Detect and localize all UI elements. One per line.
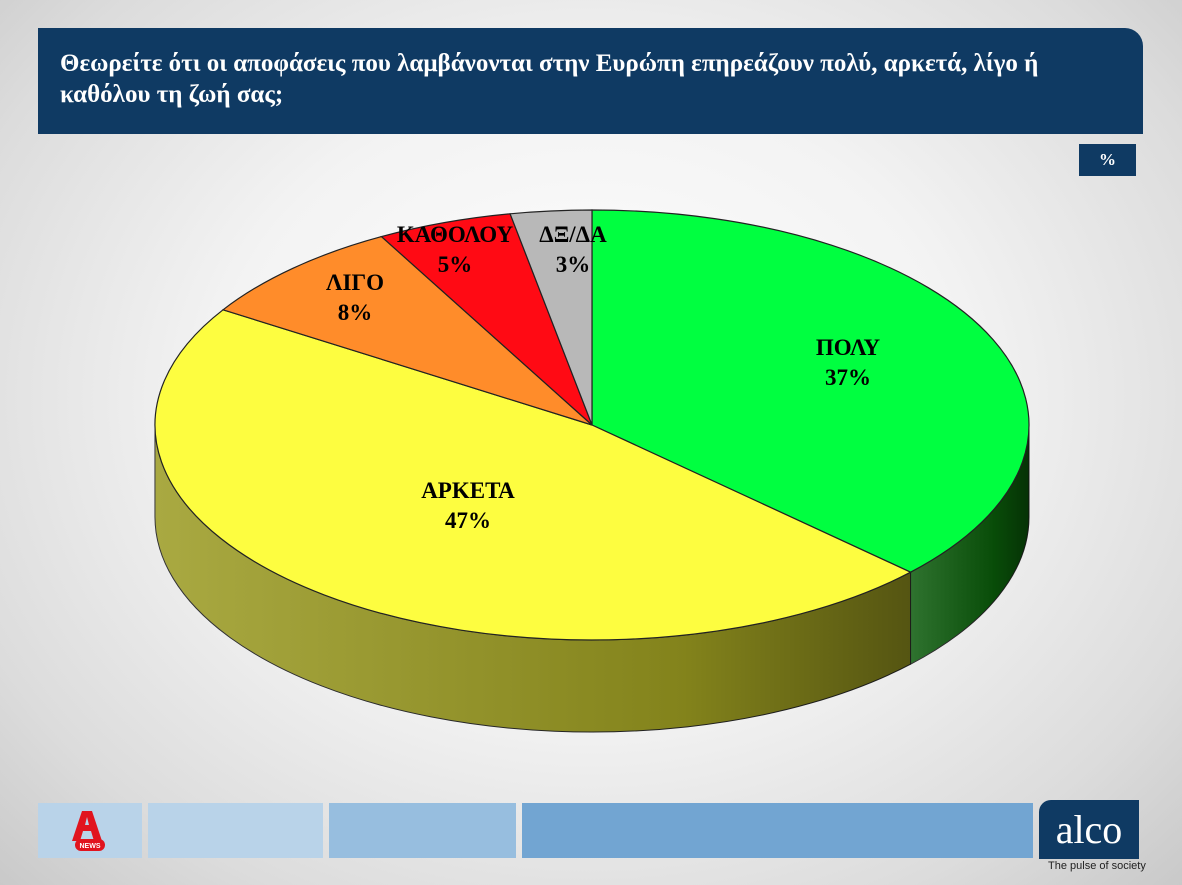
footer-bar-2 (329, 803, 516, 858)
slice-value-αρκετα: 47% (445, 508, 491, 533)
unit-badge: % (1079, 144, 1136, 176)
slice-label-λιγο: ΛΙΓΟ (326, 270, 384, 295)
pie-labels: ΠΟΛΥ 37% ΑΡΚΕΤΑ 47% ΛΙΓΟ 8% ΚΑΘΟΛΟΥ 5% ΔΞ/ΔΑ 3% (326, 222, 880, 533)
pie-side-shade-αρκετα (155, 425, 911, 732)
slice-label-πολυ: ΠΟΛΥ (816, 335, 881, 360)
news-logo-text: NEWS (80, 843, 101, 850)
footer-bar-3 (522, 803, 1033, 858)
title-bar: Θεωρείτε ότι οι αποφάσεις που λαμβάνοντα… (38, 28, 1143, 134)
pie-chart: ΠΟΛΥ 37% ΑΡΚΕΤΑ 47% ΛΙΓΟ 8% ΚΑΘΟΛΟΥ 5% ΔΞ/ΔΑ 3% (154, 209, 1030, 733)
slice-label-καθολου: ΚΑΘΟΛΟΥ (397, 222, 514, 247)
footer-bar-1 (148, 803, 323, 858)
alco-logo: alco (1039, 800, 1139, 859)
pie-slice-λιγο (221, 235, 593, 426)
footer: NEWS alco (0, 800, 1182, 860)
pie-side-shade-πολυ (910, 425, 1029, 665)
slice-value-λιγο: 8% (338, 300, 373, 325)
chart-title: Θεωρείτε ότι οι αποφάσεις που λαμβάνοντα… (60, 50, 1039, 108)
slice-value-δξ-δα: 3% (556, 252, 591, 277)
slice-value-καθολου: 5% (438, 252, 473, 277)
slice-label-αρκετα: ΑΡΚΕΤΑ (421, 478, 515, 503)
slice-label-δξ-δα: ΔΞ/ΔΑ (539, 222, 607, 247)
alpha-news-logo-icon: NEWS (72, 811, 105, 851)
tagline: The pulse of society (1048, 860, 1146, 872)
pie-sides (154, 424, 1030, 733)
pie-slice-δξ-δα (509, 209, 593, 426)
news-logo-box: NEWS (38, 803, 142, 858)
pie-slice-πολυ (591, 209, 1030, 573)
pie-slice-αρκετα (154, 309, 912, 641)
slice-value-πολυ: 37% (825, 365, 871, 390)
pie-tops (154, 209, 1030, 641)
